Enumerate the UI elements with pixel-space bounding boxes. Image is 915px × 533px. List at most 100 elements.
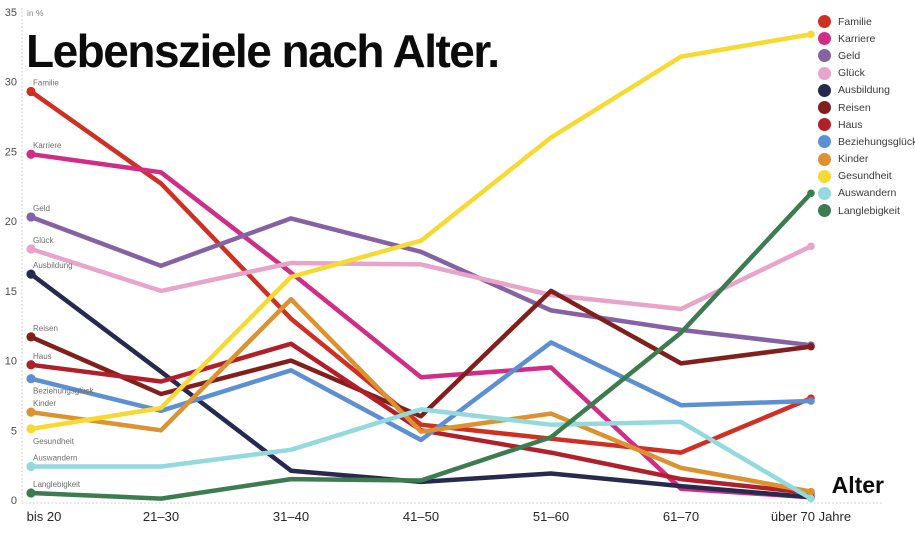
legend-item-kinder: Kinder <box>818 151 913 168</box>
series-label-ausbildung: Ausbildung <box>33 261 73 270</box>
line-gesundheit <box>28 32 814 432</box>
legend-label-haus: Haus <box>838 118 863 131</box>
start-dot-auswandern <box>26 461 36 472</box>
y-tick-5: 5 <box>11 425 17 437</box>
x-tick-5: 61–70 <box>663 509 699 524</box>
x-tick-0: bis 20 <box>27 509 62 524</box>
x-tick-6: über 70 Jahre <box>771 509 851 524</box>
legend-item-auswandern: Auswandern <box>818 185 913 202</box>
legend-item-gluck: Glück <box>818 65 913 82</box>
legend-label-reisen: Reisen <box>838 101 871 114</box>
start-dot-familie <box>26 86 36 97</box>
series-label-gluck: Glück <box>33 236 54 245</box>
series-auswandern: Auswandern <box>26 407 815 503</box>
series-label-haus: Haus <box>33 352 52 361</box>
start-dot-karriere <box>26 149 36 159</box>
x-tick-1: 21–30 <box>143 509 179 524</box>
legend-dot-familie <box>818 15 831 29</box>
chart-title: Lebensziele nach Alter. <box>26 25 500 77</box>
end-dot-langlebigkeit <box>807 189 815 198</box>
series-gluck: Glück <box>26 236 815 312</box>
end-dot-gesundheit <box>807 30 815 39</box>
series-beziehungsgluck: Beziehungsglück <box>26 340 815 443</box>
end-dot-reisen <box>807 342 815 351</box>
series-label-langlebigkeit: Langlebigkeit <box>33 480 81 489</box>
legend-label-geld: Geld <box>838 49 861 62</box>
legend-dot-langlebigkeit <box>818 204 831 218</box>
start-dot-geld <box>26 212 36 222</box>
line-familie <box>28 89 814 455</box>
legend-label-beziehungsgluck: Beziehungsglück <box>838 135 915 148</box>
legend-item-reisen: Reisen <box>818 99 913 116</box>
legend-dot-gesundheit <box>818 169 831 183</box>
y-tick-0: 0 <box>11 495 17 507</box>
legend-dot-kinder <box>818 152 831 166</box>
series-langlebigkeit: Langlebigkeit <box>26 189 815 501</box>
start-dot-reisen <box>26 332 36 342</box>
series-label-gesundheit: Gesundheit <box>33 437 75 446</box>
legend: Familie Karriere Geld Glück Ausbildung Reisen… <box>818 13 915 219</box>
x-tick-3: 41–50 <box>403 509 439 524</box>
y-axis-unit-label: in % <box>27 8 44 18</box>
series-label-geld: Geld <box>33 204 50 213</box>
start-dot-gesundheit <box>26 424 36 434</box>
legend-dot-beziehungsgluck <box>818 135 831 149</box>
y-tick-20: 20 <box>5 216 17 228</box>
legend-label-ausbildung: Ausbildung <box>838 84 890 97</box>
line-auswandern <box>28 407 814 501</box>
legend-dot-haus <box>818 118 831 132</box>
end-dot-auswandern <box>807 494 815 503</box>
legend-dot-reisen <box>818 101 831 115</box>
start-dot-langlebigkeit <box>26 488 36 498</box>
legend-dot-karriere <box>818 32 831 46</box>
series-label-kinder: Kinder <box>33 399 56 408</box>
legend-label-kinder: Kinder <box>838 153 869 166</box>
legend-item-haus: Haus <box>818 116 913 133</box>
y-tick-15: 15 <box>5 286 17 298</box>
legend-dot-ausbildung <box>818 83 831 97</box>
legend-item-gesundheit: Gesundheit <box>818 168 913 185</box>
start-dot-gluck <box>26 244 36 254</box>
x-tick-4: 51–60 <box>533 509 569 524</box>
end-dot-beziehungsgluck <box>807 397 815 405</box>
line-geld <box>28 214 814 348</box>
legend-dot-auswandern <box>818 186 831 200</box>
series-label-karriere: Karriere <box>33 141 62 150</box>
line-kinder <box>28 296 814 494</box>
legend-dot-gluck <box>818 66 831 80</box>
legend-item-beziehungsgluck: Beziehungsglück <box>818 133 915 150</box>
end-dot-gluck <box>807 242 815 251</box>
legend-label-familie: Familie <box>838 15 872 28</box>
x-axis-title: Alter <box>831 472 884 498</box>
legend-item-geld: Geld <box>818 47 913 64</box>
y-tick-35: 35 <box>5 7 17 19</box>
series-label-auswandern: Auswandern <box>33 454 77 463</box>
start-dot-beziehungsgluck <box>26 374 36 384</box>
y-tick-30: 30 <box>5 77 17 89</box>
series-gesundheit: Gesundheit <box>26 30 815 446</box>
start-dot-kinder <box>26 407 36 417</box>
legend-label-gesundheit: Gesundheit <box>838 170 892 183</box>
series-label-reisen: Reisen <box>33 324 58 333</box>
line-karriere <box>28 151 814 500</box>
line-beziehungsgluck <box>28 340 814 443</box>
series-geld: Geld <box>26 204 815 350</box>
series-kinder: Kinder <box>26 296 815 496</box>
start-dot-ausbildung <box>26 269 36 279</box>
legend-label-auswandern: Auswandern <box>838 187 897 200</box>
series-haus: Haus <box>26 341 815 497</box>
end-dot-kinder <box>807 487 815 496</box>
legend-item-karriere: Karriere <box>818 30 913 47</box>
line-ausbildung <box>28 271 814 500</box>
legend-label-langlebigkeit: Langlebigkeit <box>838 204 900 217</box>
legend-dot-geld <box>818 49 831 63</box>
series-reisen: Reisen <box>26 288 815 419</box>
line-reisen <box>28 288 814 419</box>
series-label-beziehungsgluck: Beziehungsglück <box>33 387 94 396</box>
legend-label-karriere: Karriere <box>838 32 876 45</box>
legend-item-familie: Familie <box>818 13 913 30</box>
line-gluck <box>28 243 814 312</box>
start-dot-haus <box>26 360 36 370</box>
series-label-familie: Familie <box>33 78 59 87</box>
